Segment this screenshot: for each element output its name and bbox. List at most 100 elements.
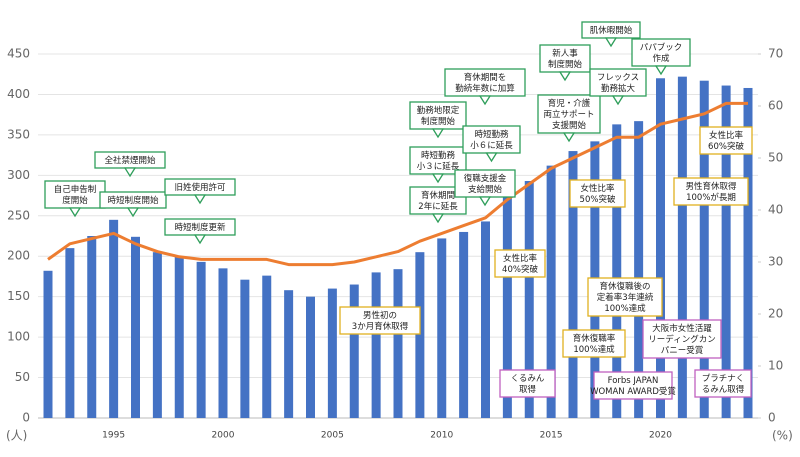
x-tick-label: 1995 xyxy=(102,431,125,441)
bar xyxy=(262,275,272,418)
bar xyxy=(87,236,97,418)
annotation: 肌休暇開始 xyxy=(581,21,641,48)
annotation-pointer xyxy=(478,95,492,106)
annotation-text: 女性比率 xyxy=(709,130,744,141)
bar xyxy=(546,165,556,418)
y-tick-label: 250 xyxy=(7,208,30,222)
annotation-box xyxy=(444,68,526,97)
annotation-pointer xyxy=(193,194,207,205)
annotation-box xyxy=(562,329,626,358)
annotation-pointer xyxy=(478,196,492,207)
annotation: 時短制度更新 xyxy=(164,218,236,245)
annotation-text: 両立サポート xyxy=(543,109,594,120)
annotation-pointer xyxy=(431,128,445,139)
x-tick-label: 2015 xyxy=(540,431,563,441)
annotation-pointer xyxy=(611,95,625,106)
annotation-box xyxy=(694,369,752,398)
annotation-text: 取得 xyxy=(519,384,537,395)
y-tick-label: 450 xyxy=(7,47,30,61)
bar xyxy=(437,238,447,418)
annotation-box xyxy=(642,319,722,359)
y-tick-label: 200 xyxy=(7,249,30,263)
bar xyxy=(131,236,140,418)
x-tick-label: 2000 xyxy=(212,431,235,441)
annotation-box xyxy=(494,249,546,278)
y2-tick-label: 0 xyxy=(768,411,776,425)
y-tick-label: 350 xyxy=(7,127,30,141)
annotation-pointer xyxy=(123,167,137,178)
annotation-text: 作成 xyxy=(652,53,670,64)
annotation-text: フレックス xyxy=(597,73,639,83)
annotation-text: パパブック xyxy=(640,42,683,53)
annotation-text: 時短勤務 xyxy=(421,150,456,161)
annotation-text: 小６に延長 xyxy=(470,140,513,151)
y-tick-label: 0 xyxy=(22,411,30,425)
y2-tick-label: 10 xyxy=(768,359,783,373)
annotation-text: 男性育休取得 xyxy=(685,181,737,192)
annotation-text: 時短制度開始 xyxy=(107,195,159,206)
annotation-text: 40%突破 xyxy=(502,264,538,275)
annotation-text: 100%達成 xyxy=(604,303,646,314)
annotation-box xyxy=(537,94,601,134)
x-tick-label: 2020 xyxy=(649,431,672,441)
bar xyxy=(65,248,75,418)
annotation-text: 育児・介護 xyxy=(548,98,591,109)
annotation-text: 男性初の xyxy=(363,310,397,321)
annotation-pointer xyxy=(562,132,576,143)
y2-tick-label: 40 xyxy=(768,203,783,217)
annotation-box xyxy=(44,180,106,209)
bar xyxy=(415,252,425,418)
y2-unit: (%) xyxy=(772,429,793,443)
bar xyxy=(109,219,119,418)
y-tick-label: 300 xyxy=(7,168,30,182)
annotation-text: プラチナく xyxy=(702,374,745,384)
bar xyxy=(699,80,709,419)
annotation-text: 育休復職後の xyxy=(599,281,650,292)
annotation-box xyxy=(339,306,421,335)
annotation-box xyxy=(454,169,516,198)
annotation-text: 育休期間を xyxy=(464,72,507,83)
annotation-text: るみん取得 xyxy=(702,384,745,395)
y-unit: (人) xyxy=(6,429,27,443)
annotation-text: 女性比率 xyxy=(503,253,538,264)
annotation-pointer xyxy=(193,234,207,245)
annotation-text: 勤務地限定 xyxy=(417,105,460,116)
annotation-text: 支援開始 xyxy=(552,120,587,131)
annotation-box xyxy=(631,38,691,67)
annotation-text: 制度開始 xyxy=(548,59,583,70)
bar xyxy=(743,87,753,419)
bar xyxy=(196,261,206,418)
y-tick-label: 100 xyxy=(7,330,30,344)
bar xyxy=(677,76,687,418)
y2-tick-label: 70 xyxy=(768,47,783,61)
bar xyxy=(327,288,337,418)
annotation-text: 勤続年数に加算 xyxy=(455,83,515,94)
y2-tick-label: 20 xyxy=(768,307,783,321)
annotation-text: リーディングカン xyxy=(648,334,715,345)
y2-tick-label: 60 xyxy=(768,99,783,113)
annotation-pointer xyxy=(558,71,572,82)
y-tick-label: 150 xyxy=(7,289,30,303)
y-tick-label: 400 xyxy=(7,87,30,101)
annotation: 全社禁煙開始 xyxy=(94,151,166,178)
annotation-text: 定着率3年連続 xyxy=(597,292,654,303)
bar xyxy=(240,279,250,418)
annotation-pointer xyxy=(431,213,445,224)
annotation-text: 3か月育休取得 xyxy=(352,321,409,332)
bar xyxy=(502,194,512,418)
bar xyxy=(152,252,162,418)
annotation-text: 100%が長期 xyxy=(686,192,736,203)
annotation-text: 自己申告制 xyxy=(54,184,97,195)
annotation-text: 女性比率 xyxy=(580,183,615,194)
